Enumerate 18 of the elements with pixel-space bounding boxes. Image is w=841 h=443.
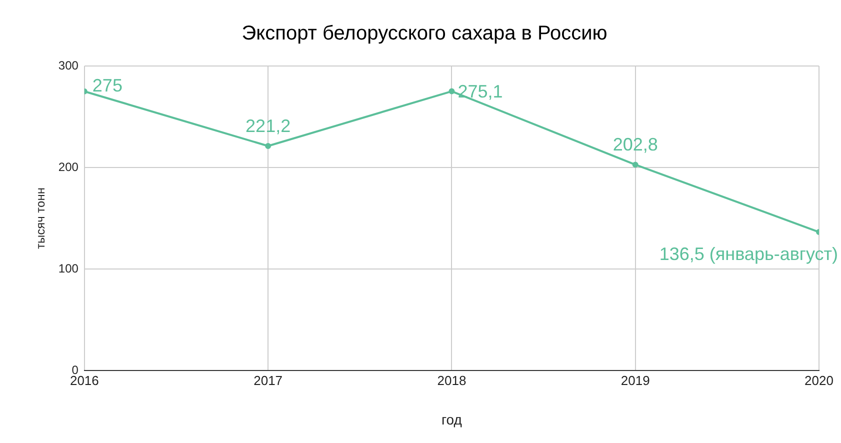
data-label: 221,2 bbox=[246, 116, 291, 136]
data-label: 275 bbox=[92, 75, 122, 96]
data-label: 275,1 bbox=[458, 81, 503, 102]
x-tick-label: 2018 bbox=[437, 372, 466, 388]
x-tick-label: 2020 bbox=[804, 372, 834, 388]
chart-title: Экспорт белорусского сахара в Россию bbox=[242, 22, 608, 45]
x-tick-label: 2019 bbox=[620, 372, 650, 388]
point bbox=[448, 88, 455, 94]
point bbox=[632, 162, 638, 168]
point bbox=[265, 143, 272, 150]
y-axis-title: тысяч тонн bbox=[34, 188, 48, 250]
y-tick-label: 200 bbox=[58, 160, 79, 174]
x-tick-label: 2017 bbox=[254, 372, 283, 388]
data-label: 136,5 (январь-август) bbox=[659, 244, 838, 264]
y-tick-label: 100 bbox=[58, 261, 79, 276]
data-label: 202,8 bbox=[612, 134, 658, 155]
y-tick-label: 300 bbox=[58, 58, 79, 72]
x-axis-title: год bbox=[441, 411, 462, 428]
